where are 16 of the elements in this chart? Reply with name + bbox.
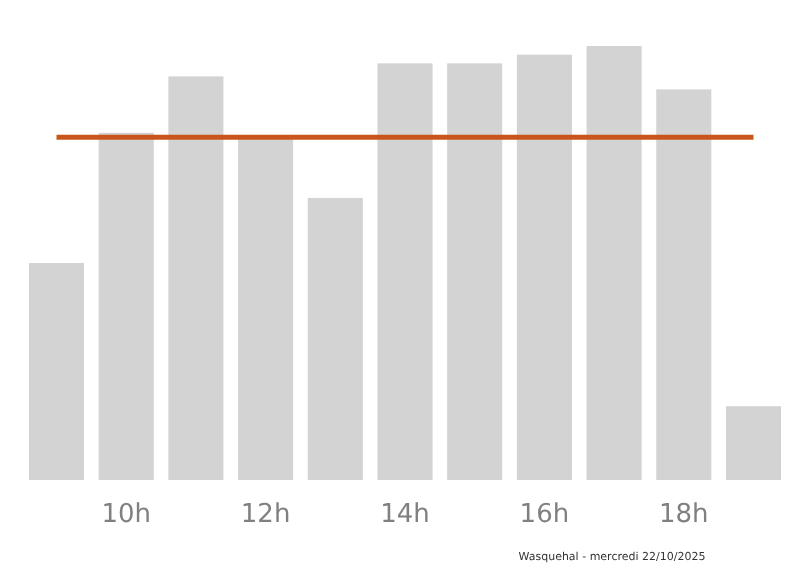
x-tick-label: 12h [240, 500, 291, 530]
bar [586, 46, 642, 480]
x-tick-label: 10h [101, 500, 151, 530]
bar [447, 63, 503, 480]
bar [725, 406, 782, 480]
bar [377, 63, 433, 480]
bar [168, 76, 224, 480]
bar [28, 263, 85, 480]
bar [238, 137, 294, 480]
x-tick-label: 16h [519, 500, 570, 530]
bar [98, 132, 154, 480]
bar [656, 89, 712, 480]
bar [516, 54, 572, 480]
bar [307, 197, 363, 480]
x-tick-label: 18h [659, 500, 709, 530]
x-tick-label: 14h [380, 500, 430, 530]
